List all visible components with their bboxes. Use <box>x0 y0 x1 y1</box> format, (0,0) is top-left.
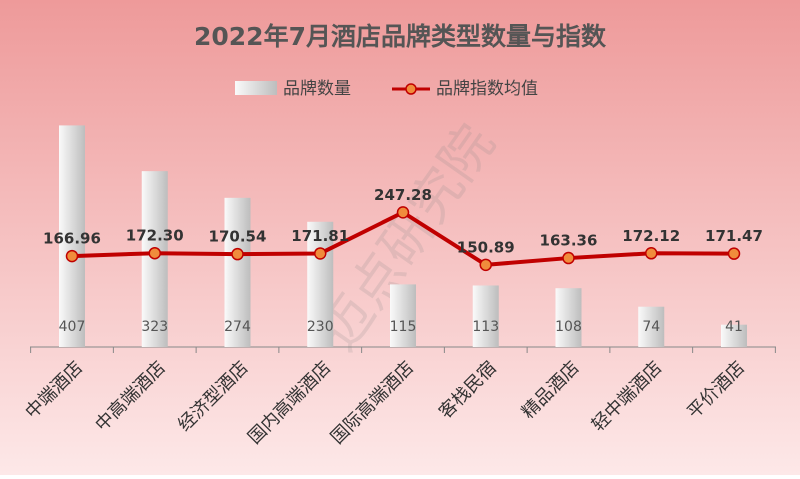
legend-label: 品牌数量 <box>283 79 351 99</box>
line-marker <box>727 247 741 260</box>
line-marker <box>396 206 410 219</box>
line-marker <box>314 247 327 260</box>
bar <box>59 125 85 348</box>
legend-marker <box>405 83 417 95</box>
bar-value-label: 41 <box>725 319 743 335</box>
bar <box>638 306 665 347</box>
bar-value-label: 74 <box>642 319 660 335</box>
line-value-label: 171.81 <box>291 227 349 245</box>
bar-value-label: 230 <box>307 319 334 335</box>
bar <box>555 288 582 347</box>
line-value-label: 166.96 <box>43 230 101 248</box>
line-value-label: 171.47 <box>705 227 763 245</box>
bar-value-label: 323 <box>141 319 168 335</box>
legend-swatch <box>235 81 277 95</box>
line-marker <box>479 258 492 272</box>
chart-title: 2022年7月酒店品牌类型数量与指数 <box>194 22 607 51</box>
line-value-label: 170.54 <box>209 228 267 246</box>
line-marker <box>148 246 161 260</box>
line-value-label: 172.12 <box>622 227 680 245</box>
line-marker <box>562 251 575 265</box>
bar-value-label: 113 <box>472 319 499 335</box>
line-value-label: 163.36 <box>540 232 598 250</box>
bar <box>390 284 416 347</box>
line-value-label: 150.89 <box>457 238 515 256</box>
bar-value-label: 108 <box>555 319 582 335</box>
legend-label: 品牌指数均值 <box>436 79 538 99</box>
line-value-label: 172.30 <box>126 227 184 245</box>
bar <box>224 197 251 347</box>
line-marker <box>65 249 79 263</box>
line-marker <box>645 247 658 260</box>
bar-value-label: 407 <box>59 319 86 335</box>
bar <box>307 221 334 347</box>
bar <box>721 324 747 347</box>
bar-value-label: 274 <box>224 319 251 335</box>
line-marker <box>231 247 244 261</box>
bar-value-label: 115 <box>390 319 417 335</box>
bar <box>472 285 499 347</box>
line-value-label: 247.28 <box>374 186 432 204</box>
